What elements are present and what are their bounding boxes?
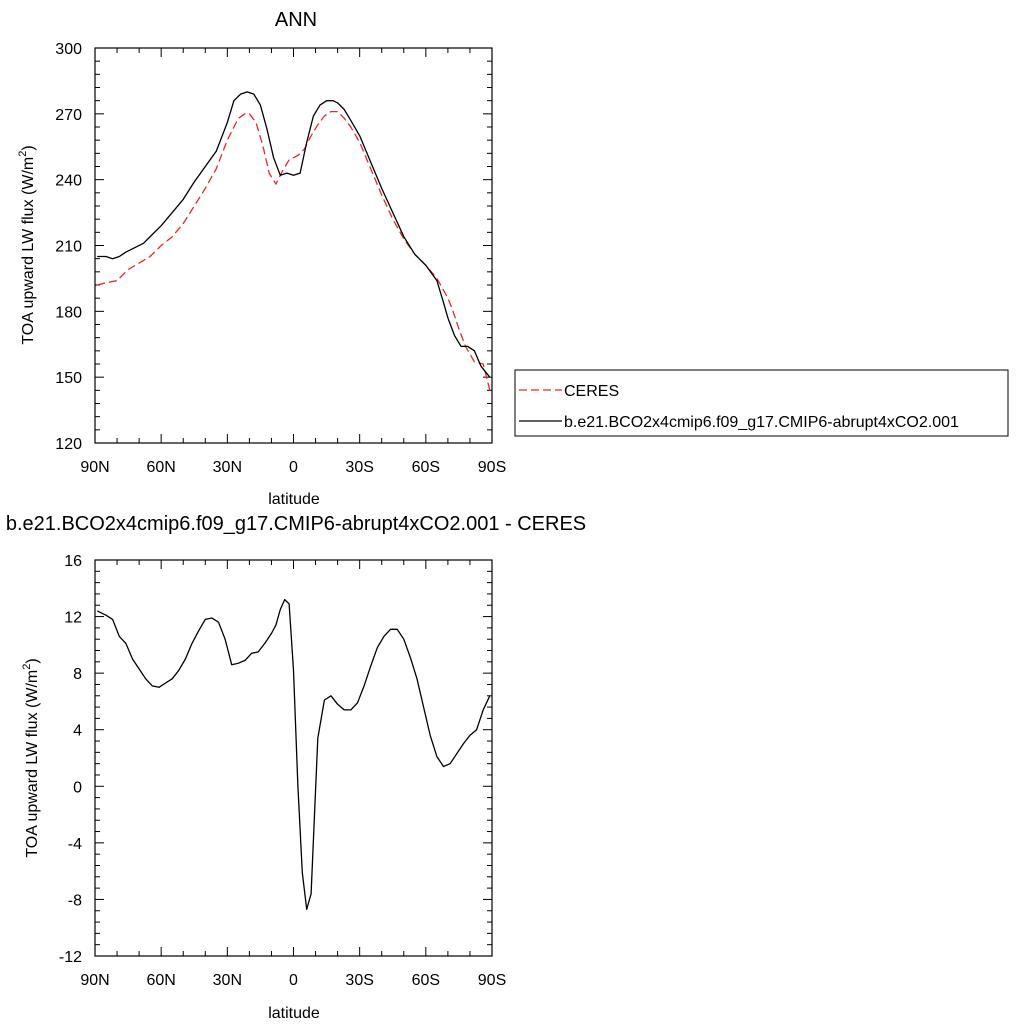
bottom-chart-frame <box>94 559 493 957</box>
top-ytick-label: 180 <box>55 304 82 321</box>
bottom-chart-xlabel: latitude <box>268 1005 320 1022</box>
top-chart-ylabel-close: ) <box>20 145 37 150</box>
top-xtick-label: 60N <box>146 459 175 476</box>
bottom-chart-ylabel: TOA upward LW flux (W/m2) <box>21 658 41 857</box>
bottom-chart: b.e21.BCO2x4cmip6.f09_g17.CMIP6-abrupt4x… <box>6 513 586 1022</box>
top-chart-title: ANN <box>275 9 317 31</box>
bottom-ytick-label: 16 <box>64 553 82 570</box>
top-ytick-label: 270 <box>55 107 82 124</box>
top-chart: ANN 90N 60N 30N 0 30S 60S 90S 120 150 180 210 240 27… <box>17 9 506 508</box>
bottom-ytick-label: 8 <box>73 666 82 683</box>
bottom-ytick-label: -12 <box>59 949 82 966</box>
top-xtick-label: 30S <box>345 459 373 476</box>
bottom-xtick-label: 30S <box>345 972 373 989</box>
top-xtick-label: 90N <box>80 459 109 476</box>
bottom-xtick-label: 0 <box>289 972 298 989</box>
top-ytick-label: 300 <box>55 41 82 58</box>
top-ytick-label: 210 <box>55 239 82 256</box>
top-xtick-label: 0 <box>289 459 298 476</box>
top-ytick-label: 150 <box>55 370 82 387</box>
legend-box <box>514 369 1009 437</box>
bottom-ytick-label: 0 <box>73 779 82 796</box>
top-xtick-label: 60S <box>412 459 440 476</box>
bottom-xtick-label: 90N <box>80 972 109 989</box>
bottom-ytick-label: 12 <box>64 610 82 627</box>
bottom-xtick-label: 30N <box>213 972 242 989</box>
bottom-xtick-label: 90S <box>478 972 506 989</box>
top-xtick-label: 90S <box>478 459 506 476</box>
top-series-line-b-e21-bco2x4cmip6-f09-g1 <box>97 91 491 378</box>
bottom-chart-ylabel-main: TOA upward LW flux (W/m <box>24 670 41 858</box>
bottom-chart-ylabel-close: ) <box>24 658 41 663</box>
top-series-line-ceres <box>97 110 491 391</box>
bottom-chart-series <box>96 598 491 910</box>
legend-label-model: b.e21.BCO2x4cmip6.f09_g17.CMIP6-abrupt4x… <box>564 414 959 431</box>
top-chart-ticks: 90N 60N 30N 0 30S 60S 90S 120 150 180 210 240 270 300 <box>55 41 506 476</box>
bottom-chart-title: b.e21.BCO2x4cmip6.f09_g17.CMIP6-abrupt4x… <box>6 513 586 535</box>
bottom-ytick-label: 4 <box>73 723 82 740</box>
bottom-xtick-label: 60N <box>146 972 175 989</box>
top-chart-ylabel-main: TOA upward LW flux (W/m <box>20 157 37 345</box>
top-chart-xlabel: latitude <box>268 491 320 508</box>
bottom-chart-ylabel-superscript: 2 <box>21 664 33 670</box>
bottom-ytick-label: -4 <box>68 836 82 853</box>
bottom-chart-ticks: 90N 60N 30N 0 30S 60S 90S -12 -8 -4 0 4 8 12 16 <box>59 553 506 989</box>
legend-label-ceres: CERES <box>564 383 619 400</box>
bottom-series-line-difference <box>96 598 491 910</box>
bottom-xtick-label: 60S <box>412 972 440 989</box>
top-chart-frame <box>94 47 493 444</box>
top-chart-ylabel-superscript: 2 <box>17 151 29 157</box>
top-ytick-label: 120 <box>55 436 82 453</box>
legend: CERES b.e21.BCO2x4cmip6.f09_g17.CMIP6-ab… <box>514 369 1009 437</box>
top-chart-ylabel: TOA upward LW flux (W/m2) <box>17 145 37 344</box>
top-xtick-label: 30N <box>213 459 242 476</box>
bottom-ytick-label: -8 <box>68 892 82 909</box>
top-ytick-label: 240 <box>55 173 82 190</box>
top-chart-series <box>97 91 491 391</box>
